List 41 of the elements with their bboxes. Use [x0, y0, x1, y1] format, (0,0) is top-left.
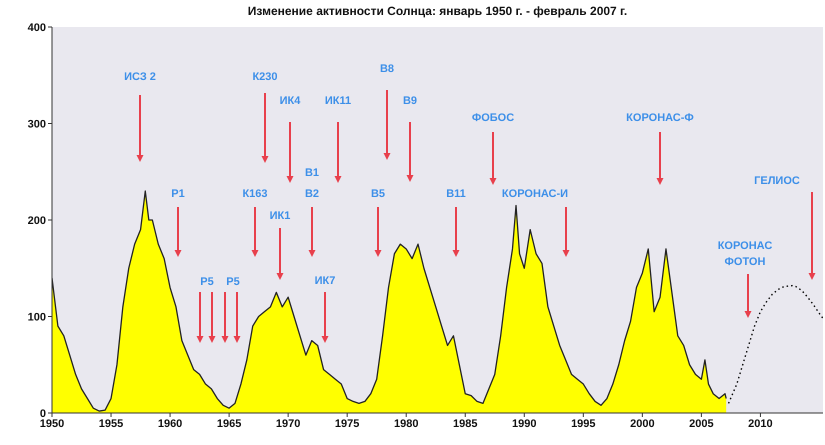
x-tick-label: 1955 [98, 418, 124, 430]
y-tick-label: 200 [28, 214, 46, 227]
y-tick-label: 400 [28, 22, 46, 34]
annotation: Р5 [200, 276, 214, 288]
x-tick-label: 1950 [40, 418, 64, 430]
x-tick-label: 2005 [689, 418, 714, 430]
x-tick-label: 1970 [276, 418, 300, 430]
annotation: ГЕЛИОС [754, 175, 800, 187]
annotation: В11 [446, 188, 466, 200]
annotation: В5 [370, 188, 386, 200]
annotation: ИК1 [270, 210, 290, 222]
annotation: В8 [380, 63, 394, 75]
chart-title: Изменение активности Солнца: январь 1950 г. - февраль 2007 г. [246, 4, 628, 18]
annotation: ИК11 [324, 95, 352, 107]
annotation: К163 [242, 188, 268, 200]
annotation: К230 [252, 71, 278, 83]
annotation: КОРОНАС ФОТОН [718, 240, 772, 268]
y-tick-label: 100 [28, 311, 46, 324]
x-tick-label: 2010 [748, 418, 773, 430]
x-tick-label: 1985 [453, 418, 478, 430]
annotation: В9 [402, 95, 418, 107]
annotation: ИСЗ 2 [124, 71, 156, 83]
annotation: ФОБОС [472, 112, 514, 124]
annotation: Р1 [171, 188, 185, 200]
x-tick-label: 1980 [394, 418, 418, 430]
x-tick-label: 1960 [158, 418, 182, 430]
annotation: В1 [304, 167, 320, 179]
x-tick-label: 1990 [512, 418, 537, 430]
x-tick-label: 2000 [630, 418, 655, 430]
x-tick-label: 1965 [216, 418, 242, 430]
y-tick-label: 0 [40, 408, 46, 420]
line-series [728, 284, 823, 404]
annotation: Р5 [226, 276, 240, 288]
y-tick-label: 300 [28, 118, 46, 130]
annotation: КОРОНАС-И [502, 188, 568, 200]
x-tick-label: 1995 [571, 418, 596, 430]
annotation: ИК7 [314, 275, 336, 287]
x-tick-label: 1975 [334, 418, 360, 430]
annotation: КОРОНАС-Ф [626, 112, 694, 124]
annotation: ИК4 [280, 95, 302, 107]
annotation: В2 [304, 188, 320, 200]
